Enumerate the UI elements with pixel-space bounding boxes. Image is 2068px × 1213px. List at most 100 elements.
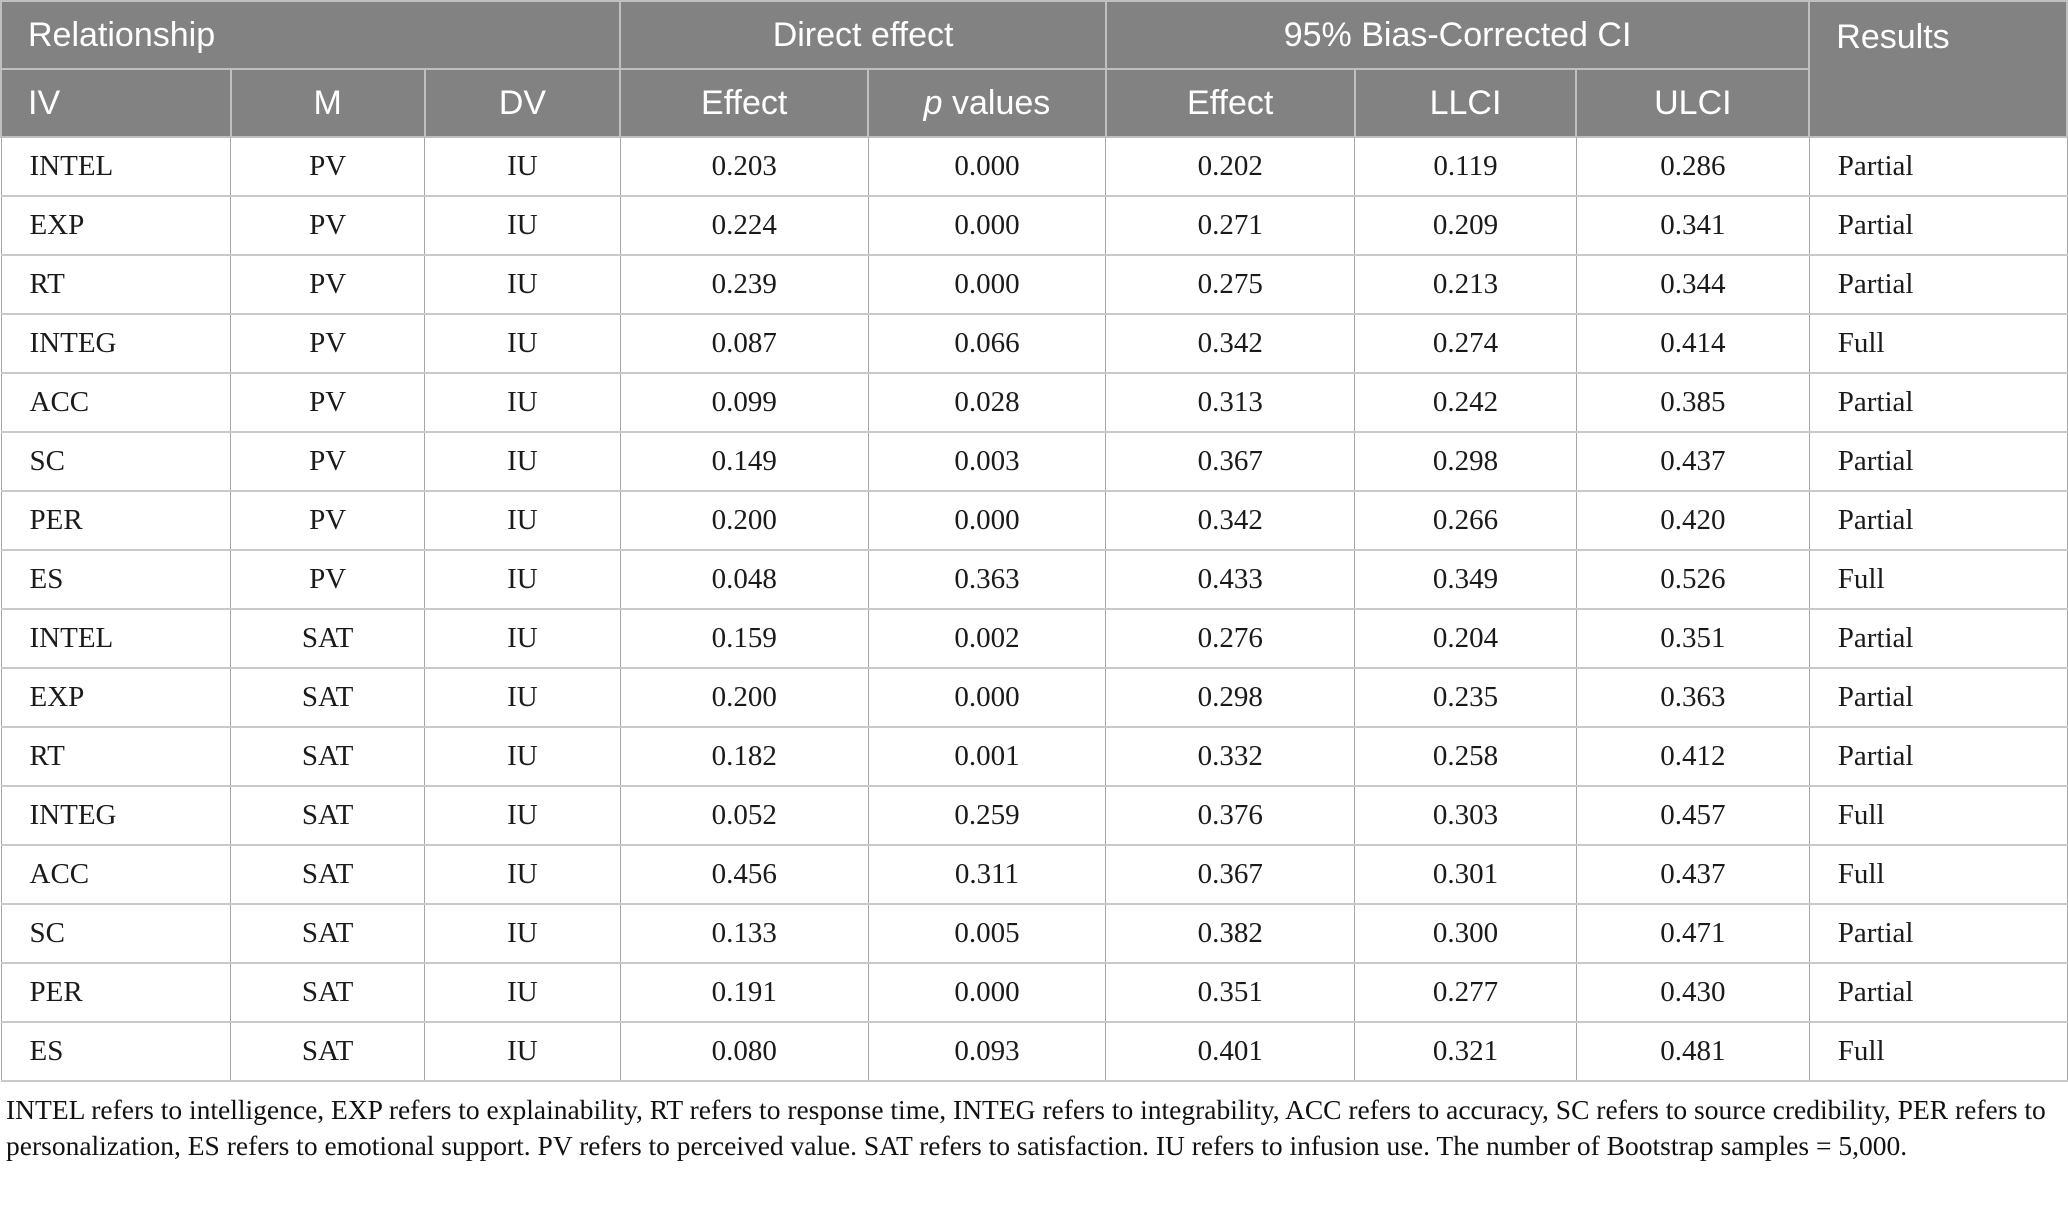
- cell-ulci: 0.351: [1575, 608, 1810, 669]
- cell-iv: ACC: [0, 372, 232, 433]
- cell-iv: ES: [0, 549, 232, 610]
- cell-result: Partial: [1808, 608, 2068, 669]
- cell-iv: EXP: [0, 195, 232, 256]
- cell-direct-effect: 0.052: [619, 785, 869, 846]
- cell-llci: 0.204: [1354, 608, 1577, 669]
- cell-ulci: 0.437: [1575, 844, 1810, 905]
- header-iv: IV: [0, 68, 232, 138]
- cell-p-value: 0.259: [867, 785, 1107, 846]
- cell-iv: INTEG: [0, 785, 232, 846]
- cell-mediator: PV: [230, 431, 426, 492]
- cell-dv: IU: [424, 726, 621, 787]
- header-relationship: Relationship: [0, 0, 622, 70]
- cell-dv: IU: [424, 254, 621, 315]
- table-row: ACC PV IU 0.099 0.028 0.313 0.242 0.385 …: [0, 372, 2068, 433]
- cell-ci-effect: 0.351: [1105, 962, 1356, 1023]
- header-results: Results: [1808, 0, 2068, 138]
- cell-p-value: 0.000: [867, 254, 1107, 315]
- table-row: SC PV IU 0.149 0.003 0.367 0.298 0.437 P…: [0, 431, 2068, 492]
- cell-ci-effect: 0.342: [1105, 313, 1356, 374]
- cell-iv: ACC: [0, 844, 232, 905]
- table-row: INTEG SAT IU 0.052 0.259 0.376 0.303 0.4…: [0, 785, 2068, 846]
- table-row: PER PV IU 0.200 0.000 0.342 0.266 0.420 …: [0, 490, 2068, 551]
- cell-direct-effect: 0.087: [619, 313, 869, 374]
- cell-mediator: SAT: [230, 903, 426, 964]
- cell-p-value: 0.000: [867, 195, 1107, 256]
- cell-ci-effect: 0.332: [1105, 726, 1356, 787]
- table-body: INTEL PV IU 0.203 0.000 0.202 0.119 0.28…: [0, 136, 2068, 1082]
- cell-ci-effect: 0.401: [1105, 1021, 1356, 1082]
- cell-result: Full: [1808, 1021, 2068, 1082]
- cell-direct-effect: 0.159: [619, 608, 869, 669]
- cell-mediator: PV: [230, 136, 426, 197]
- cell-dv: IU: [424, 549, 621, 610]
- cell-ulci: 0.457: [1575, 785, 1810, 846]
- cell-ci-effect: 0.367: [1105, 844, 1356, 905]
- cell-direct-effect: 0.048: [619, 549, 869, 610]
- cell-p-value: 0.001: [867, 726, 1107, 787]
- cell-direct-effect: 0.133: [619, 903, 869, 964]
- header-group-row: Relationship Direct effect 95% Bias-Corr…: [0, 0, 2068, 138]
- cell-ci-effect: 0.367: [1105, 431, 1356, 492]
- cell-dv: IU: [424, 608, 621, 669]
- cell-p-value: 0.028: [867, 372, 1107, 433]
- cell-ulci: 0.437: [1575, 431, 1810, 492]
- cell-p-value: 0.311: [867, 844, 1107, 905]
- cell-mediator: SAT: [230, 667, 426, 728]
- cell-result: Full: [1808, 844, 2068, 905]
- cell-ulci: 0.420: [1575, 490, 1810, 551]
- cell-mediator: PV: [230, 490, 426, 551]
- cell-dv: IU: [424, 844, 621, 905]
- table-row: RT SAT IU 0.182 0.001 0.332 0.258 0.412 …: [0, 726, 2068, 787]
- cell-ci-effect: 0.382: [1105, 903, 1356, 964]
- cell-direct-effect: 0.149: [619, 431, 869, 492]
- cell-ulci: 0.385: [1575, 372, 1810, 433]
- cell-result: Partial: [1808, 667, 2068, 728]
- cell-llci: 0.213: [1354, 254, 1577, 315]
- cell-llci: 0.119: [1354, 136, 1577, 197]
- cell-direct-effect: 0.099: [619, 372, 869, 433]
- p-values-rest: values: [942, 83, 1051, 122]
- cell-ci-effect: 0.276: [1105, 608, 1356, 669]
- cell-p-value: 0.002: [867, 608, 1107, 669]
- cell-direct-effect: 0.080: [619, 1021, 869, 1082]
- cell-ulci: 0.344: [1575, 254, 1810, 315]
- cell-iv: RT: [0, 254, 232, 315]
- cell-direct-effect: 0.203: [619, 136, 869, 197]
- cell-iv: RT: [0, 726, 232, 787]
- cell-llci: 0.258: [1354, 726, 1577, 787]
- cell-iv: PER: [0, 962, 232, 1023]
- cell-llci: 0.298: [1354, 431, 1577, 492]
- cell-llci: 0.235: [1354, 667, 1577, 728]
- cell-dv: IU: [424, 313, 621, 374]
- cell-ci-effect: 0.376: [1105, 785, 1356, 846]
- cell-direct-effect: 0.239: [619, 254, 869, 315]
- cell-mediator: SAT: [230, 726, 426, 787]
- mediation-results-table: Relationship Direct effect 95% Bias-Corr…: [0, 0, 2068, 1082]
- cell-result: Partial: [1808, 254, 2068, 315]
- cell-dv: IU: [424, 195, 621, 256]
- cell-result: Partial: [1808, 903, 2068, 964]
- cell-iv: INTEL: [0, 608, 232, 669]
- cell-mediator: PV: [230, 254, 426, 315]
- cell-ulci: 0.286: [1575, 136, 1810, 197]
- cell-iv: PER: [0, 490, 232, 551]
- cell-ulci: 0.471: [1575, 903, 1810, 964]
- cell-result: Partial: [1808, 195, 2068, 256]
- cell-dv: IU: [424, 667, 621, 728]
- cell-direct-effect: 0.191: [619, 962, 869, 1023]
- cell-llci: 0.300: [1354, 903, 1577, 964]
- header-dv: DV: [423, 68, 622, 138]
- header-direct-effect: Direct effect: [619, 0, 1107, 70]
- cell-llci: 0.349: [1354, 549, 1577, 610]
- cell-iv: EXP: [0, 667, 232, 728]
- cell-ci-effect: 0.202: [1105, 136, 1356, 197]
- cell-iv: SC: [0, 431, 232, 492]
- cell-llci: 0.274: [1354, 313, 1577, 374]
- cell-llci: 0.266: [1354, 490, 1577, 551]
- header-llci: LLCI: [1353, 68, 1578, 138]
- header-direct-effect-value: Effect: [619, 68, 870, 138]
- cell-ci-effect: 0.298: [1105, 667, 1356, 728]
- cell-result: Partial: [1808, 962, 2068, 1023]
- cell-mediator: SAT: [230, 844, 426, 905]
